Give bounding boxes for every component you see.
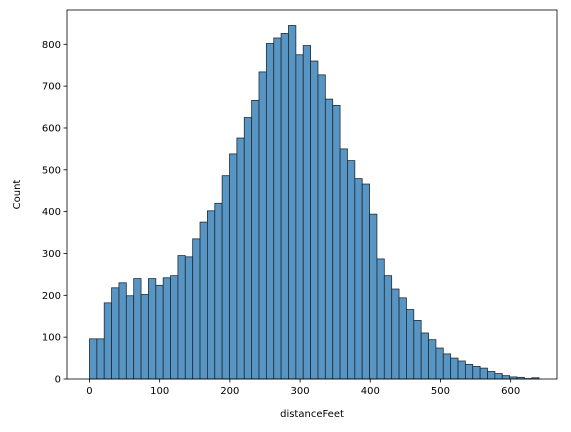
y-tick-label: 300 [42, 249, 61, 260]
histogram-bar [302, 45, 311, 380]
histogram-bar [295, 54, 304, 380]
histogram-bar [96, 338, 105, 380]
y-axis-ticks: 0 100 200 300 400 500 600 700 800 [42, 40, 67, 386]
histogram-bar [361, 183, 370, 380]
histogram-bar [155, 284, 164, 380]
y-tick-label: 800 [42, 40, 61, 51]
histogram-bar [406, 309, 415, 380]
histogram-bar [184, 256, 194, 380]
histogram-bar [369, 213, 378, 380]
histogram-bar [501, 375, 511, 380]
histogram-bar [177, 255, 186, 380]
histogram-bar [170, 275, 179, 380]
histogram-bar [118, 282, 127, 380]
histogram-bar [103, 302, 112, 380]
histogram-bar [133, 278, 142, 380]
histogram-bar [288, 25, 297, 380]
histogram-bar [229, 153, 238, 380]
histogram-bar [243, 117, 253, 380]
histogram-bar [89, 338, 98, 380]
histogram-bar [413, 320, 422, 380]
histogram-bar [280, 33, 289, 380]
histogram-bar [111, 287, 120, 380]
histogram-bar [258, 71, 267, 380]
histogram-bar [265, 43, 275, 380]
histogram-bar [354, 178, 363, 380]
histogram-bar [140, 294, 149, 380]
y-tick-label: 500 [42, 165, 61, 176]
x-axis-ticks: 0 100 200 300 400 500 600 [86, 379, 520, 397]
histogram-bar [317, 74, 326, 380]
y-tick-label: 100 [42, 333, 61, 344]
histogram-bar [310, 60, 319, 380]
histogram-bar [324, 98, 334, 380]
histogram-bar [162, 277, 171, 380]
histogram-bar [148, 278, 157, 380]
histogram-bar [221, 175, 230, 380]
histogram-bar [450, 357, 459, 380]
histogram-bar [206, 210, 216, 380]
histogram-bar [347, 160, 356, 380]
y-tick-label: 200 [42, 291, 61, 302]
histogram-bar [494, 373, 503, 380]
histogram-bar [391, 288, 400, 380]
x-tick-label: 300 [291, 386, 310, 397]
histogram-bar [472, 366, 481, 380]
y-tick-label: 0 [55, 375, 61, 386]
x-tick-label: 100 [150, 386, 169, 397]
histogram-bar [420, 332, 429, 380]
histogram-bar [398, 297, 407, 380]
histogram-bar [199, 221, 208, 380]
histogram-bar [428, 339, 437, 380]
histogram-bar [192, 238, 201, 380]
y-axis-title: Count [12, 180, 23, 210]
histogram-bar [457, 360, 466, 380]
histogram-bar [383, 275, 393, 380]
histogram-bar [376, 258, 385, 380]
x-tick-label: 0 [86, 386, 92, 397]
histogram-bar [251, 99, 260, 380]
x-axis-title: distanceFeet [280, 409, 344, 420]
x-tick-label: 400 [361, 386, 380, 397]
histogram-bar [442, 353, 452, 380]
x-tick-label: 500 [431, 386, 450, 397]
histogram-bar [435, 347, 444, 380]
y-tick-label: 400 [42, 207, 61, 218]
histogram-bar [332, 104, 341, 380]
histogram-bar [339, 148, 348, 380]
histogram-bar [125, 295, 135, 380]
histogram-bar [214, 202, 223, 380]
y-tick-label: 700 [42, 82, 61, 93]
y-tick-label: 600 [42, 123, 61, 134]
histogram-bar [236, 137, 245, 380]
x-tick-label: 200 [220, 386, 239, 397]
x-tick-label: 600 [501, 386, 520, 397]
histogram-bar [464, 363, 474, 380]
histogram-bar [479, 367, 488, 380]
histogram-bar [273, 37, 282, 380]
plot-frame [66, 9, 558, 380]
histogram-bar [487, 371, 496, 380]
